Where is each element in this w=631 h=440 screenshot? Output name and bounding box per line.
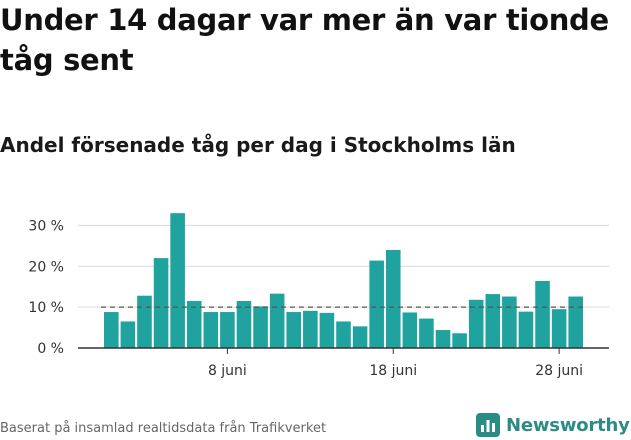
bar-25 bbox=[502, 296, 517, 348]
y-tick-label: 0 % bbox=[37, 341, 64, 357]
bar-26 bbox=[518, 311, 534, 348]
bar-chart: 0 % 10 % 20 % 30 % 8 juni 18 juni 28 juni bbox=[28, 213, 609, 379]
bar-22 bbox=[452, 333, 467, 348]
bar-28 bbox=[551, 309, 567, 348]
y-tick-label: 10 % bbox=[28, 300, 64, 316]
bar-2 bbox=[120, 321, 136, 348]
y-tick-label: 20 % bbox=[28, 259, 64, 275]
x-tick-label: 18 juni bbox=[369, 363, 417, 379]
chart-subtitle: Andel försenade tåg per dag i Stockholms… bbox=[0, 133, 516, 157]
bar-19 bbox=[402, 312, 418, 348]
bar-24 bbox=[485, 294, 501, 348]
x-tick-label: 28 juni bbox=[535, 363, 583, 379]
bar-16 bbox=[352, 326, 368, 348]
bar-6 bbox=[186, 301, 202, 348]
chart-title: Under 14 dagar var mer än var tionde tåg… bbox=[0, 3, 609, 77]
bar-4 bbox=[153, 258, 169, 348]
bar-8 bbox=[220, 312, 235, 348]
brand-name: Newsworthy bbox=[506, 414, 630, 436]
bar-15 bbox=[336, 321, 351, 348]
bar-17 bbox=[369, 260, 384, 348]
brand-logo: Newsworthy bbox=[476, 410, 630, 440]
bar-9 bbox=[236, 301, 252, 348]
y-tick-label: 30 % bbox=[28, 218, 64, 234]
x-tick-label: 8 juni bbox=[208, 363, 247, 379]
bar-20 bbox=[419, 318, 434, 348]
bar-29 bbox=[568, 296, 583, 348]
bar-27 bbox=[535, 280, 550, 348]
bar-12 bbox=[286, 312, 302, 348]
bar-23 bbox=[468, 299, 484, 348]
bar-10 bbox=[253, 306, 268, 348]
bar-3 bbox=[137, 295, 152, 348]
bar-18 bbox=[385, 249, 401, 348]
bar-1 bbox=[104, 312, 119, 348]
bar-chart-logo-icon bbox=[476, 413, 500, 437]
bar-14 bbox=[319, 312, 335, 348]
bar-5 bbox=[170, 213, 185, 348]
bar-21 bbox=[435, 330, 451, 348]
bar-13 bbox=[303, 310, 318, 348]
bar-7 bbox=[203, 312, 219, 348]
source-note: Baserat på insamlad realtidsdata från Tr… bbox=[0, 421, 327, 436]
bar-11 bbox=[269, 293, 285, 348]
